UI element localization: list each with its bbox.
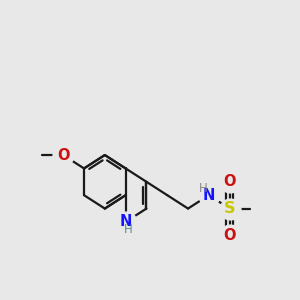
Text: H: H bbox=[199, 182, 208, 195]
Text: N: N bbox=[119, 214, 132, 230]
Text: O: O bbox=[224, 174, 236, 189]
Text: O: O bbox=[224, 228, 236, 243]
Text: S: S bbox=[224, 201, 236, 216]
Text: O: O bbox=[57, 148, 70, 163]
Text: H: H bbox=[124, 223, 132, 236]
Text: N: N bbox=[203, 188, 215, 203]
